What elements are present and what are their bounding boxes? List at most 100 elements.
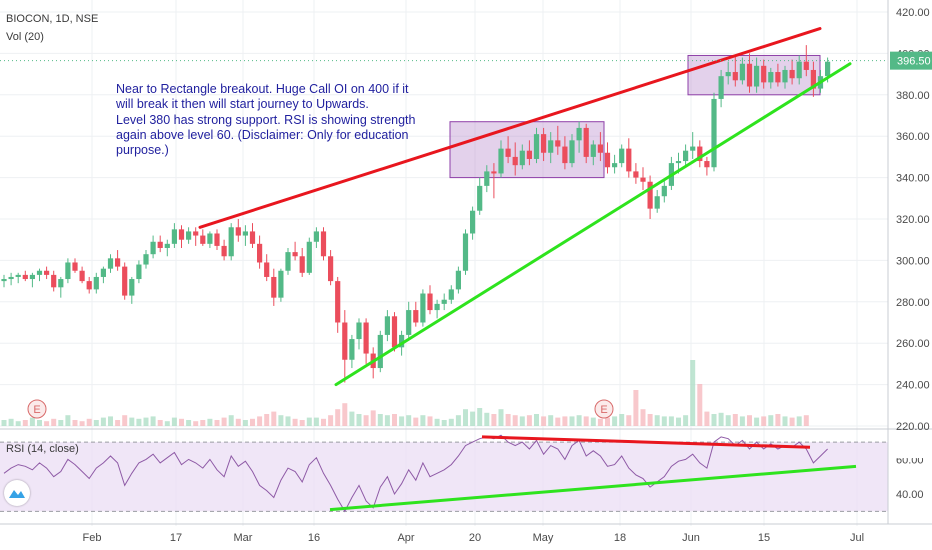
volume-bar xyxy=(782,416,788,426)
volume-bar xyxy=(86,418,92,426)
tradingview-logo[interactable] xyxy=(4,480,30,506)
rsi-value-tag xyxy=(890,440,932,459)
volume-bar xyxy=(257,416,263,426)
rsi-y-tick-label: 40.00 xyxy=(896,489,924,501)
candle-body xyxy=(526,150,532,159)
candle-body xyxy=(441,299,447,304)
volume-bar xyxy=(285,416,291,426)
candle-body xyxy=(576,127,582,141)
volume-bar xyxy=(179,418,184,426)
volume-bar xyxy=(569,416,575,426)
price-trendlines[interactable] xyxy=(198,27,852,387)
volume-bar xyxy=(626,415,632,426)
candle-body xyxy=(178,229,185,240)
candle-body xyxy=(789,69,795,79)
y-tick-label: 340.00 xyxy=(896,173,930,185)
candle-body xyxy=(754,65,760,87)
candle-body xyxy=(306,241,312,273)
candle-body xyxy=(171,229,177,244)
x-tick-label: 15 xyxy=(758,532,770,544)
volume-bar xyxy=(789,417,795,426)
candle-body xyxy=(803,61,809,70)
volume-bar xyxy=(732,414,738,426)
candle-body xyxy=(335,281,341,323)
candle-body xyxy=(533,134,540,159)
y-tick-label: 360.00 xyxy=(896,131,930,143)
y-tick-label: 300.00 xyxy=(896,255,930,267)
volume-bar xyxy=(455,415,461,426)
candle-body xyxy=(562,146,568,164)
volume-bar xyxy=(171,417,177,426)
volume-bars xyxy=(1,360,809,426)
candle-body xyxy=(22,274,28,280)
y-tick-label: 220.00 xyxy=(896,421,930,433)
candle-body xyxy=(399,334,405,348)
y-tick-label: 280.00 xyxy=(896,297,930,309)
resistance-trendline[interactable] xyxy=(198,27,822,229)
earnings-badge[interactable] xyxy=(27,399,47,419)
earnings-badge-label: E xyxy=(600,404,607,416)
volume-bar xyxy=(377,414,383,426)
volume-bar xyxy=(242,420,248,426)
legend: BIOCON, 1D, NSE Vol (20) RSI (14, close) xyxy=(6,13,98,455)
candle-body xyxy=(257,243,263,263)
candle-body xyxy=(384,316,390,335)
candle-body xyxy=(221,245,227,257)
consolidation-rectangle[interactable] xyxy=(449,121,605,179)
volume-bar xyxy=(754,417,760,426)
volume-bar xyxy=(477,408,483,426)
volume-bar xyxy=(313,417,319,426)
candle-body xyxy=(193,231,199,236)
candle-body xyxy=(519,150,525,166)
volume-bar xyxy=(72,420,78,426)
volume-bar xyxy=(221,417,227,426)
volume-bar xyxy=(562,416,568,426)
volume-bar xyxy=(768,415,774,426)
rsi-label: RSI (14, close) xyxy=(6,443,79,455)
volume-bar xyxy=(534,414,539,426)
volume-bar xyxy=(661,416,667,426)
annotation-note[interactable]: Near to Rectangle breakout. Huge Call OI… xyxy=(116,82,416,158)
volume-bar xyxy=(157,420,163,426)
volume-bar xyxy=(122,415,128,426)
candle-body xyxy=(434,303,440,311)
last-price-tag xyxy=(890,51,932,70)
volume-bar xyxy=(370,410,376,426)
volume-bar xyxy=(406,415,412,426)
candle-body xyxy=(470,210,476,234)
candle-body xyxy=(768,72,774,83)
volume-bar xyxy=(129,417,135,426)
candle-body xyxy=(93,276,99,290)
rsi-panel xyxy=(0,428,932,513)
volume-bar xyxy=(548,415,554,426)
volume-bar xyxy=(718,412,724,426)
rsi-support-trendline[interactable] xyxy=(329,464,857,512)
rsi-resistance-trendline[interactable] xyxy=(481,435,811,449)
candle-body xyxy=(86,281,92,290)
candle-body xyxy=(320,231,327,257)
y-tick-label: 380.00 xyxy=(896,90,930,102)
candle-body xyxy=(661,185,667,197)
volume-bar xyxy=(342,403,348,426)
volume-bar xyxy=(29,417,35,426)
x-tick-label: Mar xyxy=(234,532,253,544)
candle-body xyxy=(150,241,156,255)
volume-bar xyxy=(115,420,121,426)
candle-body xyxy=(782,69,788,83)
candle-body xyxy=(313,231,319,242)
support-trendline[interactable] xyxy=(334,62,852,387)
candle-body xyxy=(328,256,334,282)
candle-body xyxy=(342,322,348,360)
earnings-badge[interactable] xyxy=(594,399,614,419)
candle-body xyxy=(356,322,362,340)
volume-bar xyxy=(512,415,518,426)
volume-bar xyxy=(676,417,681,426)
logo-icon xyxy=(9,490,25,498)
volume-bar xyxy=(228,415,234,426)
volume-bar xyxy=(633,390,639,426)
volume-bar xyxy=(739,416,745,426)
volume-bar xyxy=(690,360,696,426)
candle-body xyxy=(761,65,767,83)
